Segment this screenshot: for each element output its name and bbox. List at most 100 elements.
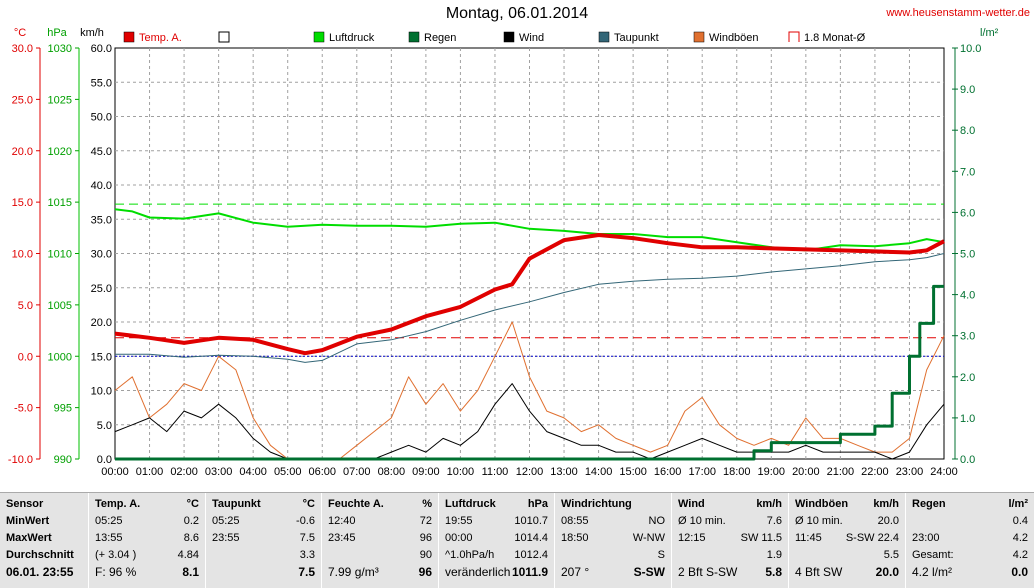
stats-value: 96 — [419, 532, 432, 544]
stats-column: Luftdruck hPa 19:55 1010.7 00:00 1014.4 ^1.0hP… — [438, 493, 554, 588]
stats-value: 1011.9 — [511, 565, 548, 579]
stats-header-unit: °C — [302, 498, 315, 510]
stats-row: 207 ° S-SW — [555, 564, 671, 580]
stats-row: 08:55 NO — [555, 513, 671, 529]
x-tick-label: 15:00 — [619, 466, 647, 478]
stats-label: ^1.0hPa/h — [445, 549, 495, 561]
stats-row: 2 Bft S-SW 5.8 — [672, 564, 788, 580]
rain-tick-label: 1.0 — [960, 413, 975, 425]
stats-value: 72 — [419, 515, 432, 527]
stats-header: Windrichtung — [555, 496, 671, 512]
legend-label: 1.8 Monat-Ø — [804, 32, 866, 44]
temp-axis-tick-label: 30.0 — [12, 43, 33, 55]
stats-value: 1010.7 — [514, 515, 548, 527]
stats-row: MaxWert — [0, 530, 88, 546]
stats-value: 5.8 — [765, 565, 782, 579]
website-link[interactable]: www.heusenstamm-wetter.de — [886, 7, 1030, 19]
rain-tick-label: 0.0 — [960, 454, 975, 466]
stats-value: 7.5 — [298, 565, 315, 579]
weather-chart: 00:00 01:00 02:00 03:00 04:00 05:00 06:00 07:00… — [8, 27, 999, 478]
rain-tick-label: 10.0 — [960, 43, 981, 55]
stats-row: 1.9 — [672, 547, 788, 563]
x-tick-label: 04:00 — [239, 466, 267, 478]
stats-column: Windböen km/h Ø 10 min. 20.0 11:45 S-SW 22.4 5… — [788, 493, 905, 588]
stats-label: 05:25 — [95, 515, 123, 527]
stats-header: Windböen km/h — [789, 496, 905, 512]
x-tick-label: 23:00 — [896, 466, 924, 478]
stats-label: 00:00 — [445, 532, 473, 544]
temp-axis-tick-label: 15.0 — [12, 197, 33, 209]
legend-swatch — [408, 31, 420, 43]
wind-tick-label: 10.0 — [91, 386, 112, 398]
pressure-axis-tick-label: 1015 — [48, 197, 72, 209]
stats-row: 5.5 — [789, 547, 905, 563]
x-tick-label: 12:00 — [516, 466, 544, 478]
wind-tick-label: 50.0 — [91, 112, 112, 124]
stats-label: Ø 10 min. — [795, 515, 843, 527]
pressure-axis-tick-label: 990 — [54, 454, 72, 466]
stats-row: 12:40 72 — [322, 513, 438, 529]
stats-value: 7.5 — [299, 532, 315, 544]
stats-header-unit: °C — [186, 498, 199, 510]
stats-header-label: Windrichtung — [561, 498, 632, 510]
rain-unit-label: l/m² — [980, 27, 999, 39]
temp-axis-tick-label: 5.0 — [18, 300, 33, 312]
pressure-axis-tick-label: 1030 — [48, 43, 72, 55]
stats-label: MaxWert — [6, 532, 52, 544]
stats-row: 0.4 — [906, 513, 1034, 529]
x-tick-label: 02:00 — [170, 466, 198, 478]
stats-label: (+ 3.04 ) — [95, 549, 137, 561]
rain-tick-label: 6.0 — [960, 207, 975, 219]
stats-row: S — [555, 547, 671, 563]
wind-tick-label: 35.0 — [91, 214, 112, 226]
pressure-unit-label: hPa — [47, 27, 67, 39]
series-line-taupunkt — [115, 253, 945, 363]
stats-label: 4 Bft SW — [795, 565, 843, 579]
stats-label: 4.2 l/m² — [912, 565, 953, 579]
stats-row: 90 — [322, 547, 438, 563]
legend-swatch — [503, 31, 515, 43]
rain-tick-label: 5.0 — [960, 249, 975, 261]
stats-row: 23:55 7.5 — [206, 530, 321, 546]
stats-column: Sensor MinWert MaxWert Durchschnitt 06.01. 2… — [0, 493, 88, 588]
stats-row: Durchschnitt — [0, 547, 88, 563]
stats-row: 7.5 — [206, 564, 321, 580]
x-tick-label: 22:00 — [861, 466, 889, 478]
stats-header-label: Temp. A. — [95, 498, 141, 510]
rain-tick-label: 3.0 — [960, 331, 975, 343]
stats-value: 0.2 — [183, 515, 199, 527]
wind-tick-label: 0.0 — [97, 454, 112, 466]
stats-label: 11:45 — [795, 532, 822, 544]
stats-row: MinWert — [0, 513, 88, 529]
x-tick-label: 24:00 — [930, 466, 958, 478]
stats-value: S — [657, 549, 665, 561]
x-tick-label: 00:00 — [101, 466, 129, 478]
rain-tick-label: 2.0 — [960, 372, 975, 384]
stats-header-label: Luftdruck — [445, 498, 496, 510]
wind-tick-label: 30.0 — [91, 249, 112, 261]
stats-value: -0.6 — [296, 515, 315, 527]
stats-label: 13:55 — [95, 532, 123, 544]
x-tick-label: 17:00 — [688, 466, 716, 478]
series-line-wind — [114, 383, 945, 460]
stats-header: Luftdruck hPa — [439, 496, 554, 512]
stats-row: 7.99 g/m³ 96 — [322, 564, 438, 580]
stats-row: 13:55 8.6 — [89, 530, 205, 546]
temp-axis-tick-label: -10.0 — [8, 454, 33, 466]
stats-value: 7.6 — [766, 515, 782, 527]
stats-header-label: Regen — [912, 498, 946, 510]
stats-header-unit: km/h — [873, 498, 899, 510]
x-tick-label: 18:00 — [723, 466, 751, 478]
stats-row: 18:50 W-NW — [555, 530, 671, 546]
stats-header-unit: % — [422, 498, 432, 510]
stats-label: Ø 10 min. — [678, 515, 726, 527]
legend-label: Wind — [519, 32, 544, 44]
stats-label: F: 96 % — [95, 565, 137, 579]
pressure-axis-tick-label: 1005 — [48, 300, 72, 312]
stats-column: Taupunkt °C 05:25 -0.6 23:55 7.5 3.3 7.5 — [205, 493, 321, 588]
wind-tick-label: 25.0 — [91, 283, 112, 295]
stats-row: 11:45 S-SW 22.4 — [789, 530, 905, 546]
x-tick-label: 19:00 — [758, 466, 786, 478]
series-line-windb-en — [114, 321, 945, 460]
stats-label: Durchschnitt — [6, 549, 74, 561]
